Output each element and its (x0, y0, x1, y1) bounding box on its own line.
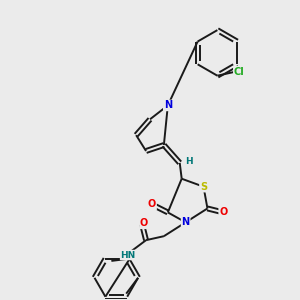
Text: O: O (219, 207, 227, 218)
Text: HN: HN (121, 250, 136, 260)
Text: Cl: Cl (234, 67, 244, 77)
Text: O: O (148, 200, 156, 209)
Text: N: N (182, 217, 190, 227)
Text: H: H (185, 158, 193, 166)
Text: N: N (164, 100, 172, 110)
Text: O: O (140, 218, 148, 228)
Text: S: S (200, 182, 207, 192)
